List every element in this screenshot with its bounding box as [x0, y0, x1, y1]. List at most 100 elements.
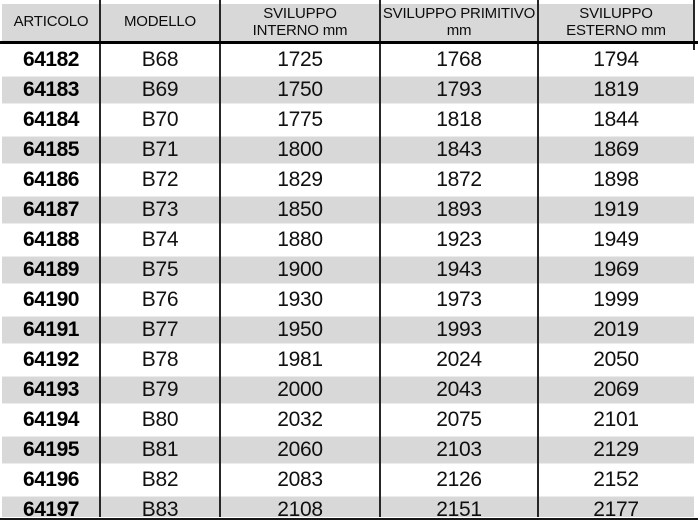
- data-table: ARTICOLO MODELLO SVILUPPO INTERNO mm SVI…: [2, 4, 694, 525]
- articolo-value: 64192: [23, 348, 79, 371]
- modello-value: B70: [141, 108, 179, 131]
- sviluppo-primitivo-value: 1943: [436, 258, 482, 281]
- sviluppo-interno-value: 1775: [277, 108, 323, 131]
- sviluppo-interno-value: 2083: [277, 468, 323, 491]
- table-row: 64192 B78 1981 2024 2050: [2, 345, 694, 375]
- sviluppo-primitivo-value: 2075: [436, 408, 482, 431]
- modello-value: B74: [141, 228, 179, 251]
- table-row: 64191 B77 1950 1993 2019: [2, 315, 694, 345]
- table-row: 64189 B75 1900 1943 1969: [2, 255, 694, 285]
- column-separator: [219, 0, 221, 518]
- articolo-value: 64185: [23, 138, 79, 161]
- articolo-value: 64191: [23, 318, 79, 341]
- sviluppo-esterno-value: 2050: [593, 348, 639, 371]
- articolo-value: 64188: [23, 228, 79, 251]
- sviluppo-primitivo-value: 2126: [436, 468, 482, 491]
- modello-value: B77: [141, 318, 179, 341]
- articolo-value: 64196: [23, 468, 79, 491]
- header-right-border: [693, 0, 695, 50]
- sviluppo-esterno-value: 2069: [593, 378, 639, 401]
- sviluppo-esterno-value: 1969: [593, 258, 639, 281]
- sviluppo-primitivo-value: 1818: [436, 108, 482, 131]
- sviluppo-interno-value: 1930: [277, 288, 323, 311]
- sviluppo-esterno-value: 1794: [593, 48, 639, 71]
- sviluppo-esterno-value: 1819: [593, 78, 639, 101]
- sviluppo-esterno-value: 1898: [593, 168, 639, 191]
- column-header-label: SVILUPPO PRIMITIVO: [382, 5, 536, 22]
- modello-value: B78: [141, 348, 179, 371]
- articolo-value: 64189: [23, 258, 79, 281]
- articolo-value: 64183: [23, 78, 79, 101]
- sviluppo-primitivo-value: 2103: [436, 438, 482, 461]
- articolo-value: 64186: [23, 168, 79, 191]
- sviluppo-esterno-value: 1999: [593, 288, 639, 311]
- sviluppo-primitivo-value: 2024: [436, 348, 482, 371]
- modello-value: B79: [141, 378, 179, 401]
- sviluppo-interno-value: 1750: [277, 78, 323, 101]
- sviluppo-interno-value: 1829: [277, 168, 323, 191]
- table-row: 64186 B72 1829 1872 1898: [2, 165, 694, 195]
- modello-value: B71: [141, 138, 179, 161]
- sviluppo-primitivo-value: 2151: [436, 498, 482, 521]
- column-header-label: MODELLO: [124, 13, 196, 31]
- table-row: 64193 B79 2000 2043 2069: [2, 375, 694, 405]
- modello-value: B80: [141, 408, 179, 431]
- table-bottom-border: [0, 517, 698, 520]
- sviluppo-esterno-value: 2129: [593, 438, 639, 461]
- modello-value: B73: [141, 198, 179, 221]
- table-row: 64190 B76 1930 1973 1999: [2, 285, 694, 315]
- table-row: 64188 B74 1880 1923 1949: [2, 225, 694, 255]
- sviluppo-primitivo-value: 1872: [436, 168, 482, 191]
- sviluppo-interno-value: 2060: [277, 438, 323, 461]
- modello-value: B76: [141, 288, 179, 311]
- table-row: 64187 B73 1850 1893 1919: [2, 195, 694, 225]
- articolo-value: 64194: [23, 408, 79, 431]
- sviluppo-primitivo-value: 1893: [436, 198, 482, 221]
- sviluppo-esterno-value: 2152: [593, 468, 639, 491]
- articolo-value: 64184: [23, 108, 79, 131]
- column-separator: [379, 0, 381, 518]
- column-header-label: SVILUPPO: [579, 5, 653, 22]
- modello-value: B75: [141, 258, 179, 281]
- bottom-margin: [0, 517, 700, 525]
- table-row: 64195 B81 2060 2103 2129: [2, 435, 694, 465]
- sviluppo-esterno-value: 2101: [593, 408, 639, 431]
- table-header-row: ARTICOLO MODELLO SVILUPPO INTERNO mm SVI…: [2, 4, 694, 41]
- column-header-modello: MODELLO: [100, 4, 220, 41]
- sviluppo-interno-value: 1850: [277, 198, 323, 221]
- column-header-label-line2: INTERNO mm: [252, 21, 348, 39]
- sviluppo-interno-value: 1725: [277, 48, 323, 71]
- column-header-label: SVILUPPO: [263, 5, 337, 22]
- sviluppo-esterno-value: 2019: [593, 318, 639, 341]
- sviluppo-esterno-value: 1949: [593, 228, 639, 251]
- column-header-label-line2: ESTERNO mm: [566, 21, 666, 39]
- modello-value: B83: [141, 498, 179, 521]
- table-row: 64183 B69 1750 1793 1819: [2, 75, 694, 105]
- table-row: 64185 B71 1800 1843 1869: [2, 135, 694, 165]
- column-header-sviluppo-primitivo: SVILUPPO PRIMITIVO mm: [380, 4, 538, 41]
- column-header-label: ARTICOLO: [13, 13, 89, 31]
- sviluppo-esterno-value: 1869: [593, 138, 639, 161]
- table-body: 64182 B68 1725 1768 1794 64183 B69 1750 …: [2, 45, 694, 525]
- sviluppo-esterno-value: 2177: [593, 498, 639, 521]
- sviluppo-interno-value: 1800: [277, 138, 323, 161]
- header-underline: [0, 41, 698, 44]
- table-row: 64182 B68 1725 1768 1794: [2, 45, 694, 75]
- sviluppo-primitivo-value: 2043: [436, 378, 482, 401]
- column-header-articolo: ARTICOLO: [2, 4, 100, 41]
- table-row: 64196 B82 2083 2126 2152: [2, 465, 694, 495]
- sviluppo-interno-value: 1950: [277, 318, 323, 341]
- articolo-value: 64193: [23, 378, 79, 401]
- sviluppo-primitivo-value: 1923: [436, 228, 482, 251]
- sviluppo-esterno-value: 1919: [593, 198, 639, 221]
- sviluppo-primitivo-value: 1768: [436, 48, 482, 71]
- sviluppo-primitivo-value: 1793: [436, 78, 482, 101]
- sviluppo-primitivo-value: 1973: [436, 288, 482, 311]
- sviluppo-interno-value: 2108: [277, 498, 323, 521]
- modello-value: B72: [141, 168, 179, 191]
- column-header-sviluppo-interno: SVILUPPO INTERNO mm: [220, 4, 380, 41]
- column-separator: [537, 0, 539, 518]
- sviluppo-interno-value: 1981: [277, 348, 323, 371]
- sviluppo-primitivo-value: 1843: [436, 138, 482, 161]
